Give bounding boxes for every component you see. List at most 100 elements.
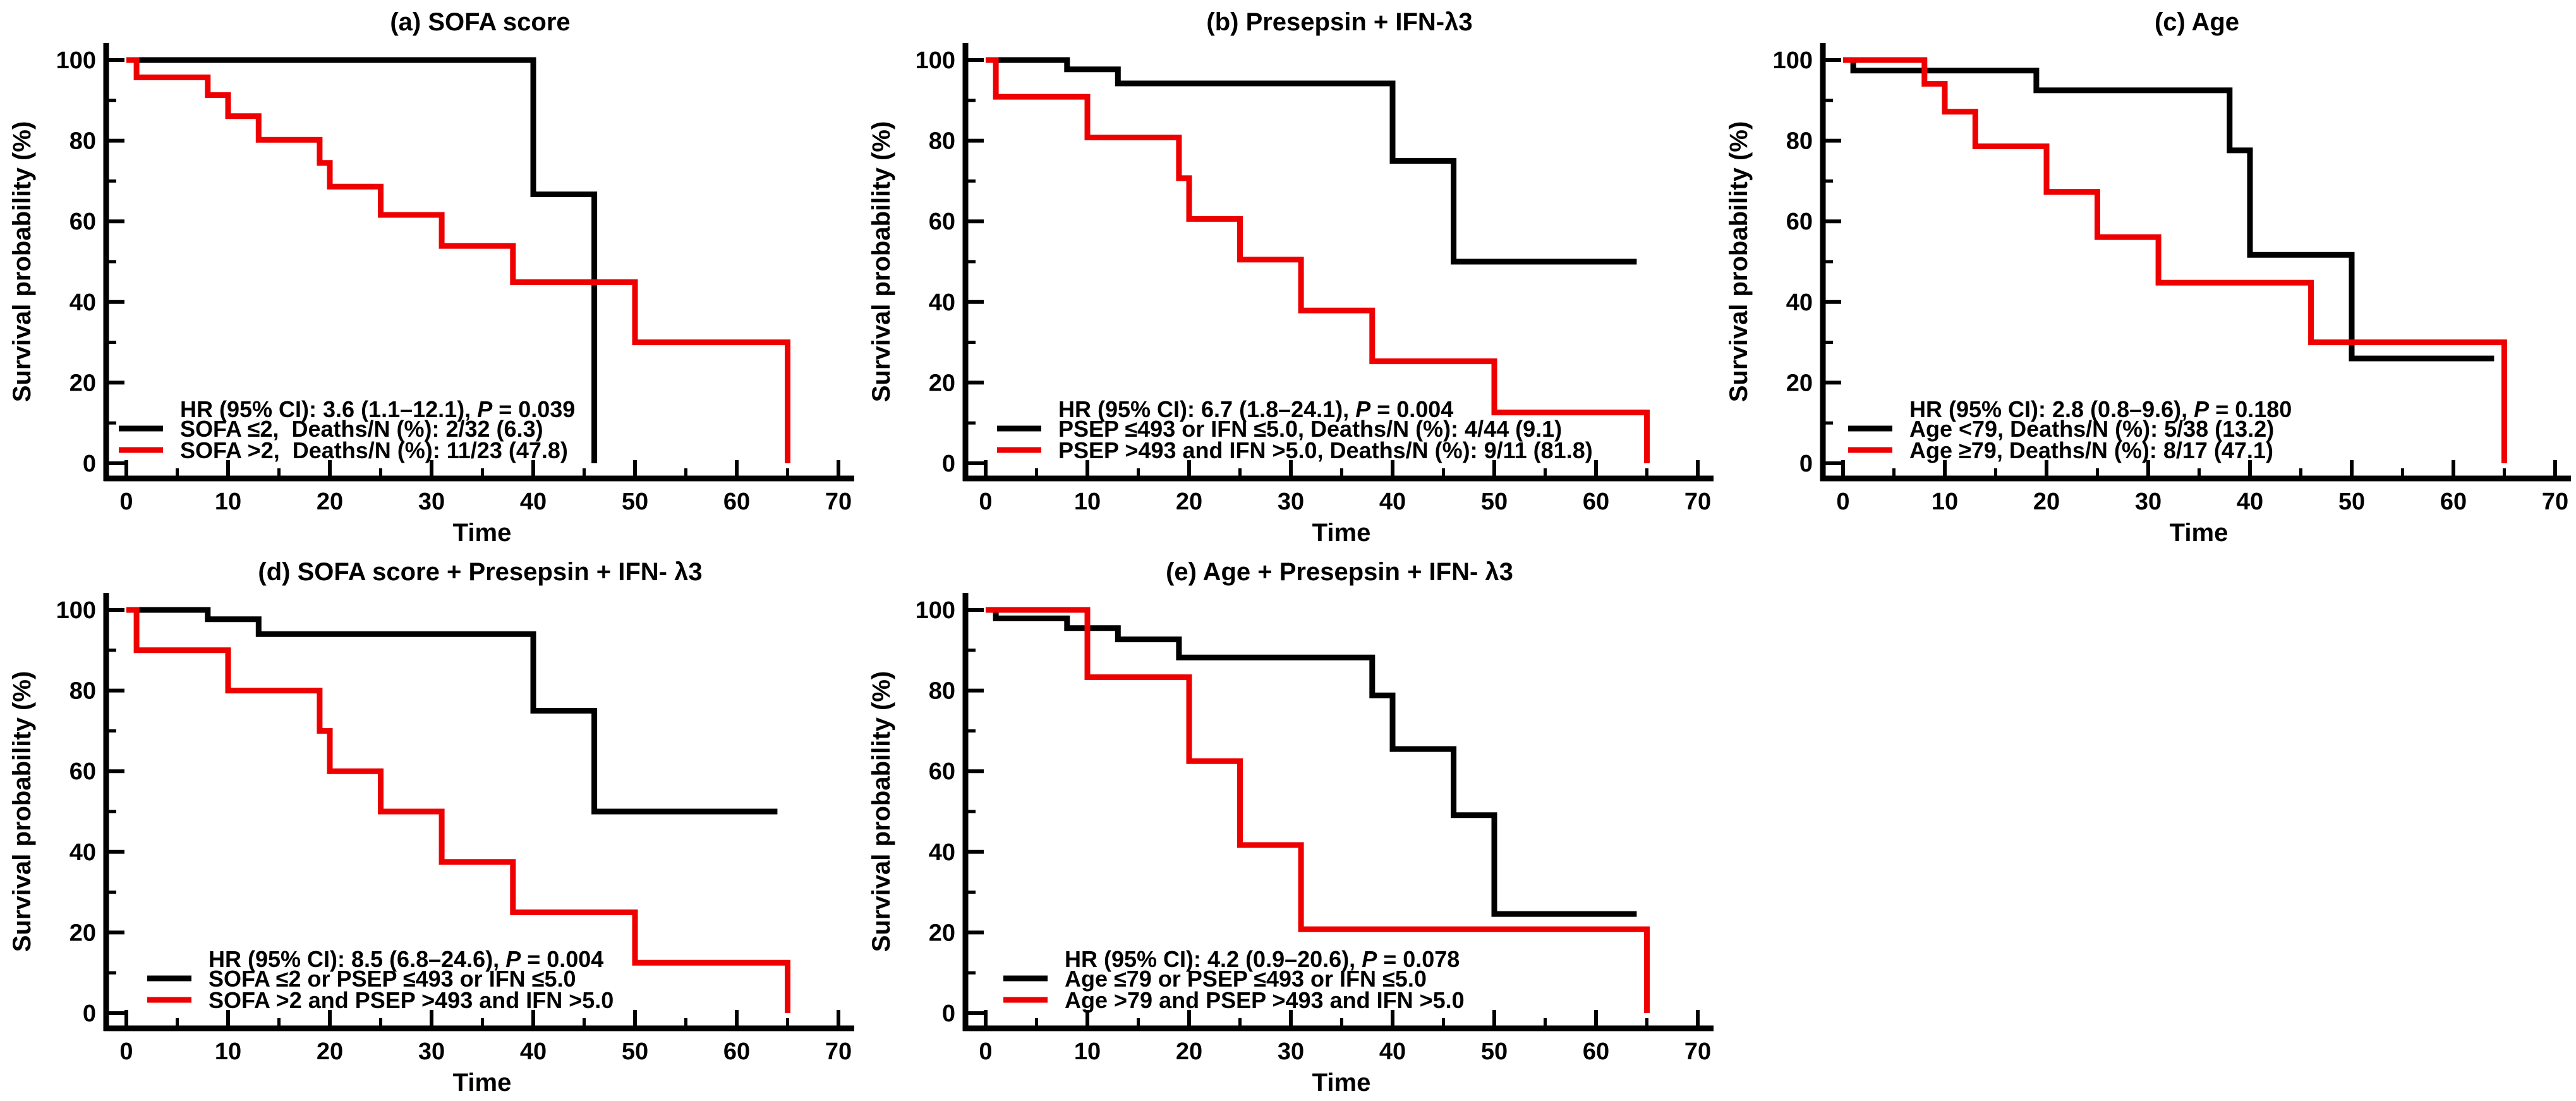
y-tick-label: 80 <box>70 128 96 155</box>
survival-curve-black <box>986 57 1637 265</box>
y-tick-label: 60 <box>70 209 96 235</box>
legend-entry-label: PSEP >493 and IFN >5.0, Deaths/N (%): 9/… <box>1058 437 1593 463</box>
hr-annotation: HR (95% CI): 2.8 (0.8–9.6), P = 0.180 <box>1909 396 2292 422</box>
x-tick-label: 40 <box>1379 489 1406 515</box>
x-tick-label: 40 <box>520 489 547 515</box>
legend-entry-label: Age ≤79 or PSEP ≤493 or IFN ≤5.0 <box>1065 966 1427 992</box>
x-tick-label: 10 <box>215 489 241 515</box>
survival-curve-black <box>1843 57 2494 362</box>
x-tick-label: 70 <box>2542 489 2568 515</box>
survival-curve-red <box>1843 57 2507 463</box>
km-panel-a: (a) SOFA score Survival probability (%) 0 2… <box>8 8 854 547</box>
km-panel-e: (e) Age + Presepsin + IFN- λ3 Survival pr… <box>868 558 1714 1097</box>
km-panel-b: (b) Presepsin + IFN-λ3 Survival probabili… <box>868 8 1714 547</box>
y-tick-label: 40 <box>929 289 955 316</box>
y-tick-label: 60 <box>929 209 955 235</box>
legend-entry-label: SOFA >2, Deaths/N (%): 11/23 (47.8) <box>180 437 568 463</box>
hr-annotation: HR (95% CI): 3.6 (1.1–12.1), P = 0.039 <box>180 396 575 422</box>
y-tick-label: 60 <box>929 758 955 785</box>
y-tick-label: 20 <box>70 370 96 396</box>
x-axis-label: Time <box>1312 519 1371 547</box>
x-tick-label: 60 <box>723 489 750 515</box>
panel-b-title: (b) Presepsin + IFN-λ3 <box>1206 8 1472 36</box>
y-tick-label: 0 <box>942 451 955 477</box>
x-tick-label: 0 <box>119 1038 133 1065</box>
x-tick-label: 50 <box>2338 489 2365 515</box>
panel-c-title: (c) Age <box>2155 8 2239 36</box>
y-axis-label: Survival probability (%) <box>868 121 895 403</box>
x-tick-label: 30 <box>1278 1038 1304 1065</box>
hr-annotation: HR (95% CI): 4.2 (0.9–20.6), P = 0.078 <box>1065 946 1460 972</box>
legend-entry-label: Age <79, Deaths/N (%): 5/38 (13.2) <box>1909 416 2274 442</box>
y-tick-label: 40 <box>929 839 955 866</box>
x-tick-label: 40 <box>520 1038 547 1065</box>
axes <box>962 593 1714 1031</box>
x-tick-label: 0 <box>119 489 133 515</box>
y-tick-label: 60 <box>1786 209 1813 235</box>
y-tick-label: 20 <box>929 920 955 946</box>
x-tick-label: 20 <box>317 1038 343 1065</box>
x-tick-label: 60 <box>1583 1038 1609 1065</box>
y-tick-label: 80 <box>929 128 955 155</box>
legend-entry-label: Age >79 and PSEP >493 and IFN >5.0 <box>1065 987 1465 1013</box>
axes <box>1820 43 2571 482</box>
y-tick-label: 20 <box>1786 370 1813 396</box>
x-tick-label: 20 <box>2033 489 2060 515</box>
axes <box>103 593 854 1031</box>
x-tick-label: 30 <box>418 1038 445 1065</box>
x-tick-label: 10 <box>1932 489 1958 515</box>
x-axis-label: Time <box>1312 1069 1371 1097</box>
y-tick-label: 80 <box>929 678 955 705</box>
legend-entry-label: SOFA >2 and PSEP >493 and IFN >5.0 <box>209 987 614 1013</box>
y-tick-label: 0 <box>1799 451 1813 477</box>
x-tick-label: 30 <box>418 489 445 515</box>
x-axis-label: Time <box>453 519 512 547</box>
x-tick-label: 50 <box>622 1038 648 1065</box>
x-tick-label: 70 <box>825 489 852 515</box>
hr-annotation: HR (95% CI): 8.5 (6.8–24.6), P = 0.004 <box>209 946 603 972</box>
legend-entry-label: SOFA ≤2, Deaths/N (%): 2/32 (6.3) <box>180 416 543 442</box>
legend: HR (95% CI): 6.7 (1.8–24.1), P = 0.004PS… <box>997 396 1593 463</box>
survival-curve-red <box>126 607 790 1013</box>
x-tick-label: 70 <box>825 1038 852 1065</box>
hr-annotation: HR (95% CI): 6.7 (1.8–24.1), P = 0.004 <box>1058 396 1453 422</box>
y-tick-label: 100 <box>56 47 96 74</box>
x-tick-label: 20 <box>1176 1038 1202 1065</box>
y-axis-label: Survival probability (%) <box>1725 121 1753 403</box>
panel-d-title: (d) SOFA score + Presepsin + IFN- λ3 <box>258 558 702 586</box>
km-panel-d: (d) SOFA score + Presepsin + IFN- λ3 Surv… <box>8 558 854 1097</box>
y-tick-label: 20 <box>929 370 955 396</box>
y-tick-label: 60 <box>70 758 96 785</box>
x-axis-label: Time <box>453 1069 512 1097</box>
survival-curve-black <box>126 607 778 815</box>
y-tick-label: 80 <box>70 678 96 705</box>
y-tick-label: 100 <box>56 597 96 624</box>
legend-entry-label: SOFA ≤2 or PSEP ≤493 or IFN ≤5.0 <box>209 966 576 992</box>
panel-a-title: (a) SOFA score <box>390 8 570 36</box>
x-tick-label: 20 <box>317 489 343 515</box>
x-tick-label: 30 <box>2135 489 2162 515</box>
x-tick-label: 50 <box>622 489 648 515</box>
legend-entry-label: PSEP ≤493 or IFN ≤5.0, Deaths/N (%): 4/4… <box>1058 416 1562 442</box>
y-tick-label: 0 <box>942 1001 955 1027</box>
y-tick-label: 100 <box>916 47 955 74</box>
y-axis-label: Survival probability (%) <box>8 671 36 952</box>
x-tick-label: 60 <box>1583 489 1609 515</box>
panel-e-title: (e) Age + Presepsin + IFN- λ3 <box>1166 558 1513 586</box>
x-tick-label: 10 <box>1074 1038 1101 1065</box>
y-axis-label: Survival probability (%) <box>8 121 36 403</box>
legend: HR (95% CI): 2.8 (0.8–9.6), P = 0.180Age… <box>1848 396 2292 463</box>
x-tick-label: 60 <box>2440 489 2467 515</box>
x-tick-label: 70 <box>1684 489 1711 515</box>
y-tick-label: 40 <box>1786 289 1813 316</box>
y-tick-label: 80 <box>1786 128 1813 155</box>
x-tick-label: 50 <box>1481 1038 1508 1065</box>
y-tick-label: 100 <box>1773 47 1813 74</box>
x-tick-label: 20 <box>1176 489 1202 515</box>
y-tick-label: 40 <box>70 289 96 316</box>
x-tick-label: 0 <box>1836 489 1849 515</box>
y-tick-label: 100 <box>916 597 955 624</box>
legend: HR (95% CI): 8.5 (6.8–24.6), P = 0.004SO… <box>147 946 614 1013</box>
y-tick-label: 0 <box>83 451 96 477</box>
survival-curve-black <box>986 607 1637 917</box>
